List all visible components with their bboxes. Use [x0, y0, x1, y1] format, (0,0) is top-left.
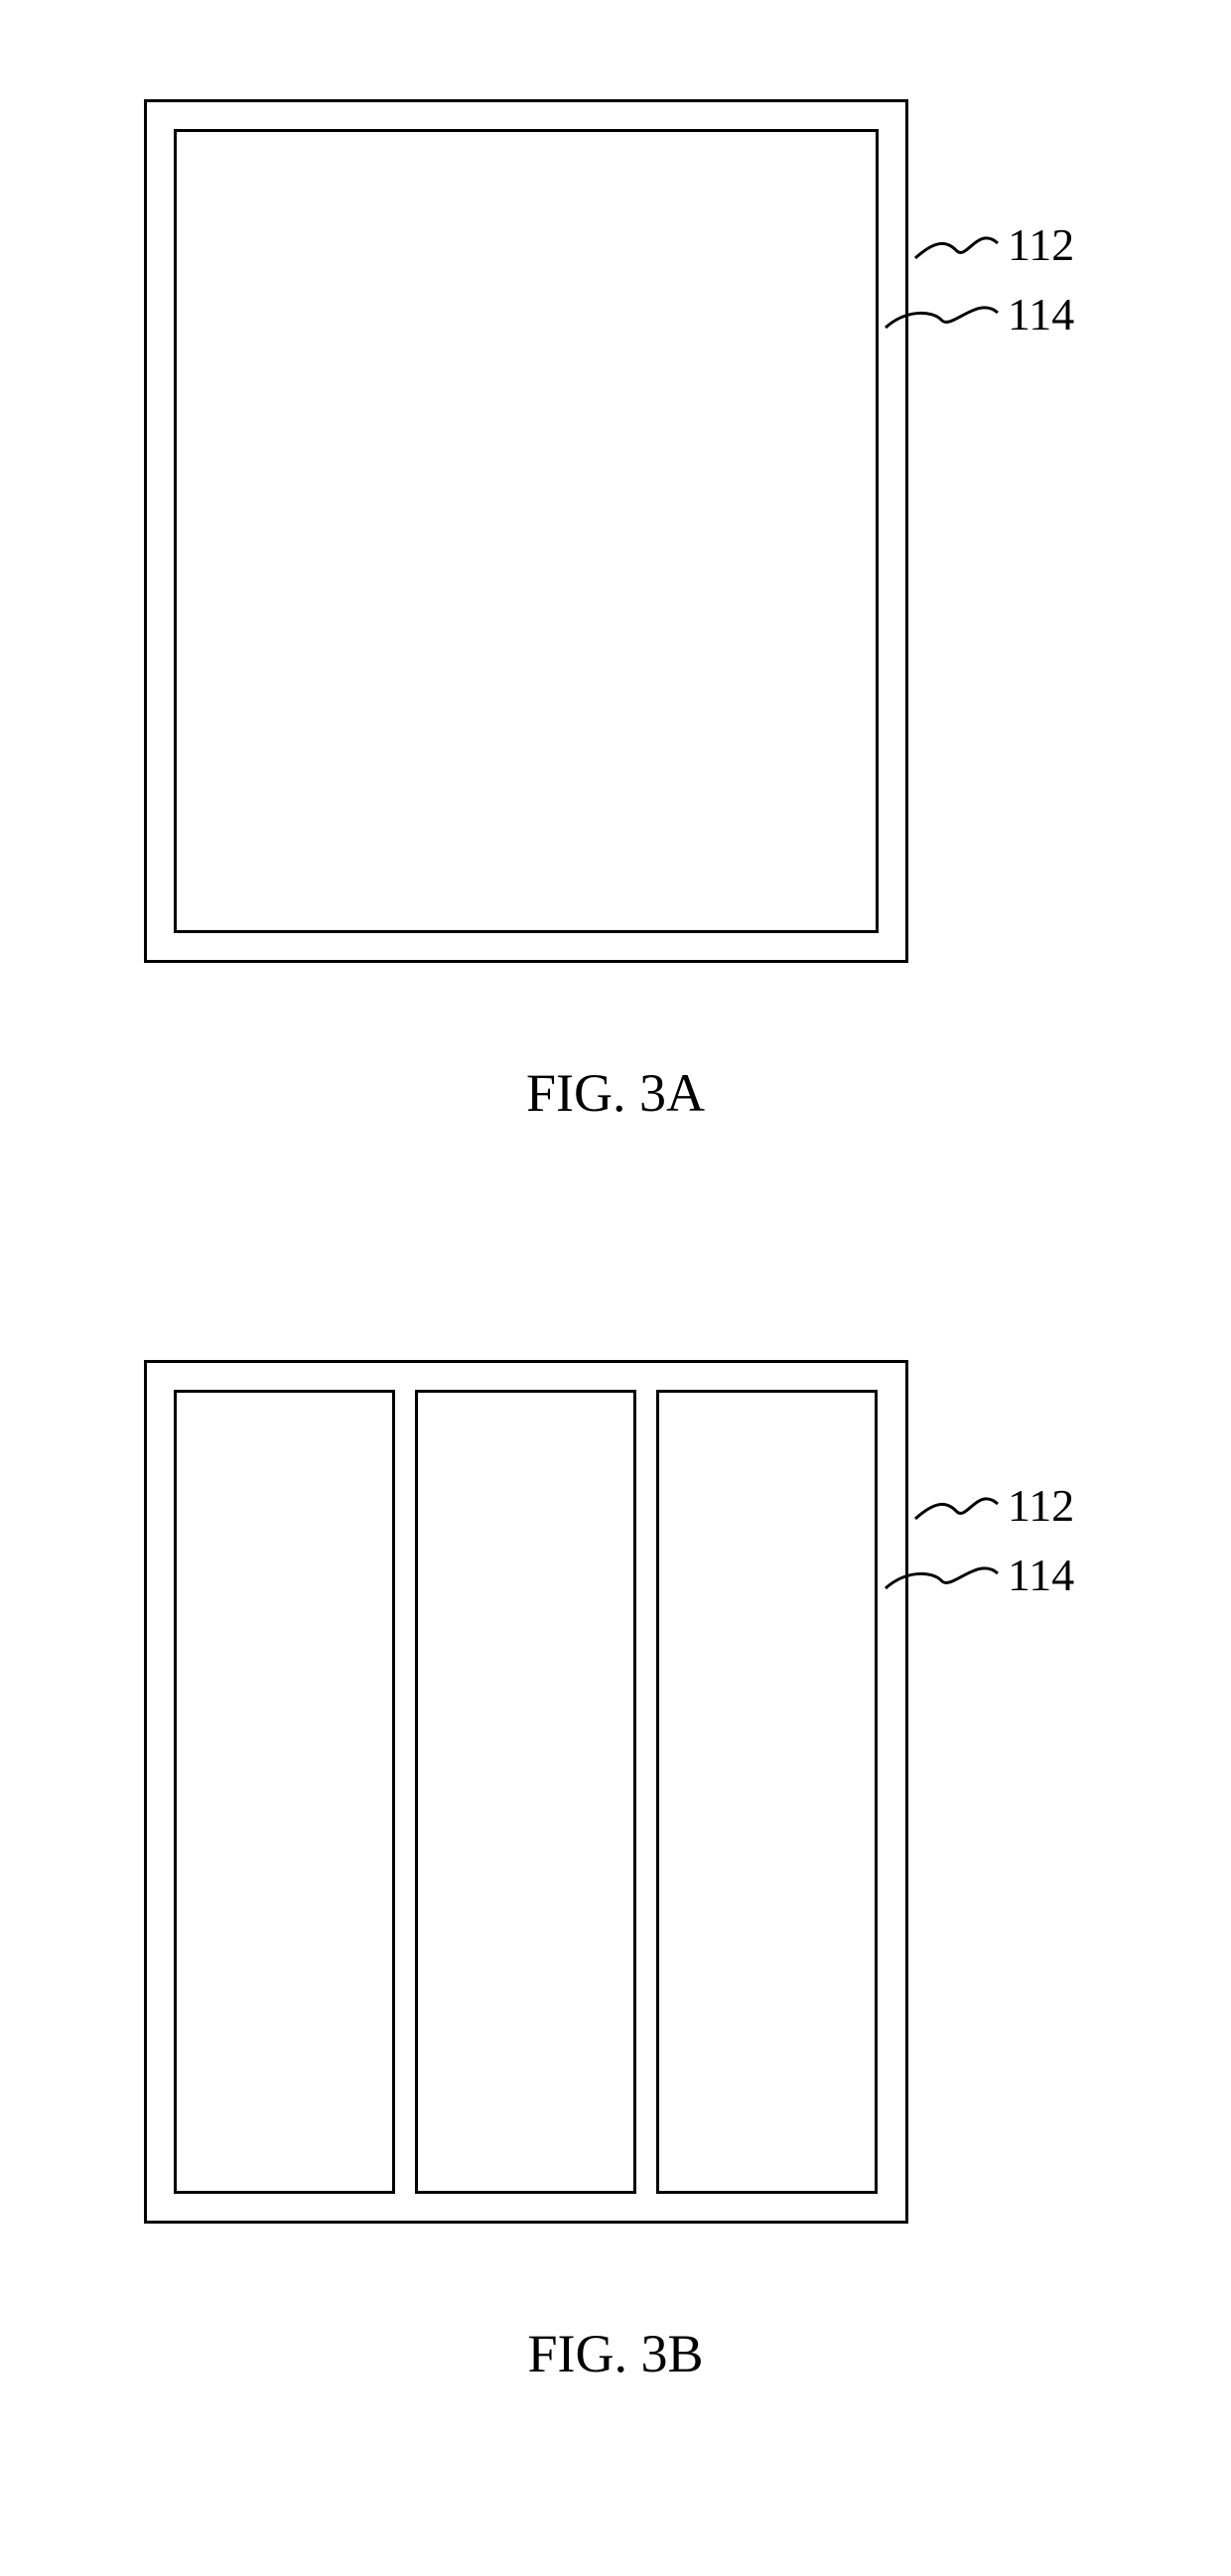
leader-curve — [886, 1568, 998, 1588]
leader-curve — [915, 1499, 998, 1519]
leaders-3b — [0, 0, 1231, 2482]
reference-label: 112 — [1008, 1479, 1074, 1532]
reference-label: 114 — [1008, 1549, 1074, 1601]
caption-3b: FIG. 3B — [0, 2323, 1231, 2384]
